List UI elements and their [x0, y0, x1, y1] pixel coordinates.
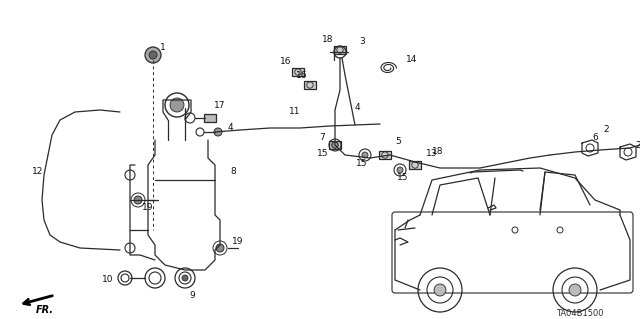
Circle shape: [332, 142, 338, 148]
Text: 19: 19: [232, 238, 244, 247]
Circle shape: [434, 284, 446, 296]
Bar: [204, 114, 216, 122]
Text: 4: 4: [227, 123, 233, 132]
Bar: [304, 81, 316, 89]
Text: 1: 1: [160, 43, 166, 53]
Circle shape: [145, 47, 161, 63]
Text: 4: 4: [354, 103, 360, 113]
Text: 19: 19: [142, 204, 154, 212]
Circle shape: [134, 196, 142, 204]
Text: 3: 3: [359, 38, 365, 47]
Circle shape: [182, 275, 188, 281]
Circle shape: [214, 128, 222, 136]
Text: 16: 16: [280, 57, 292, 66]
Text: 10: 10: [102, 276, 114, 285]
Circle shape: [170, 98, 184, 112]
Text: 11: 11: [289, 108, 301, 116]
Text: 18: 18: [323, 35, 333, 44]
Text: 15: 15: [397, 174, 409, 182]
Circle shape: [362, 152, 368, 158]
Circle shape: [569, 284, 581, 296]
Text: 17: 17: [214, 100, 226, 109]
Text: 18: 18: [432, 147, 444, 157]
Text: 7: 7: [319, 133, 325, 143]
FancyBboxPatch shape: [392, 212, 633, 293]
Bar: [379, 151, 391, 159]
Text: FR.: FR.: [36, 305, 54, 315]
Text: 6: 6: [592, 133, 598, 143]
Text: 12: 12: [32, 167, 44, 176]
Text: 9: 9: [189, 291, 195, 300]
Text: 13: 13: [426, 149, 438, 158]
Circle shape: [149, 51, 157, 59]
Text: TA04B1500: TA04B1500: [556, 308, 604, 317]
Bar: [409, 161, 421, 169]
Text: 14: 14: [406, 56, 418, 64]
Text: 5: 5: [395, 137, 401, 146]
Circle shape: [216, 244, 224, 252]
Text: 8: 8: [230, 167, 236, 176]
Text: 16: 16: [296, 70, 308, 79]
Text: 15: 15: [356, 159, 368, 167]
Text: 2: 2: [635, 140, 640, 150]
Circle shape: [397, 167, 403, 173]
Bar: [334, 46, 346, 54]
Bar: [329, 141, 341, 149]
Text: 15: 15: [317, 149, 329, 158]
Text: 2: 2: [603, 125, 609, 135]
Bar: [292, 68, 304, 76]
